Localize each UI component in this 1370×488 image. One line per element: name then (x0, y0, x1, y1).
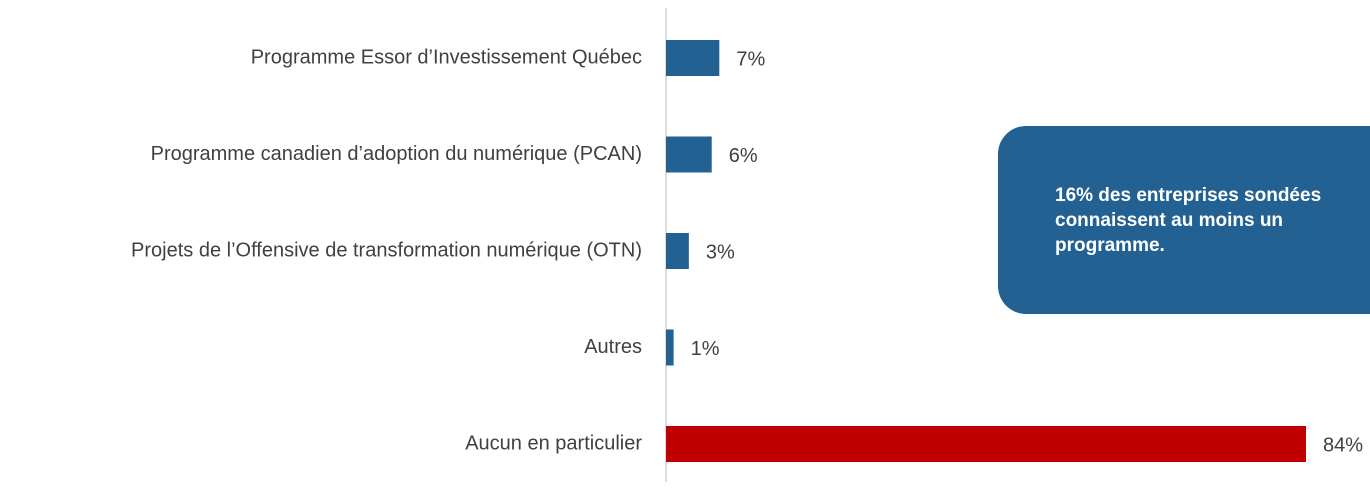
annotation: 16% des entreprises sondées connaissent … (998, 126, 1370, 314)
category-label: Autres (584, 336, 642, 358)
bar (666, 329, 674, 366)
category-label: Programme Essor d’Investissement Québec (251, 46, 642, 68)
value-label: 6% (729, 145, 758, 167)
category-label: Aucun en particulier (465, 432, 642, 454)
value-label: 1% (691, 338, 720, 360)
value-label: 7% (736, 48, 765, 70)
value-label: 84% (1323, 434, 1363, 456)
bar (666, 40, 720, 76)
category-label: Projets de l’Offensive de transformation… (131, 239, 642, 261)
value-label: 3% (706, 241, 735, 263)
bar (666, 136, 712, 173)
bar (666, 233, 689, 269)
bar (666, 426, 1306, 462)
category-label: Programme canadien d’adoption du numériq… (151, 143, 642, 165)
